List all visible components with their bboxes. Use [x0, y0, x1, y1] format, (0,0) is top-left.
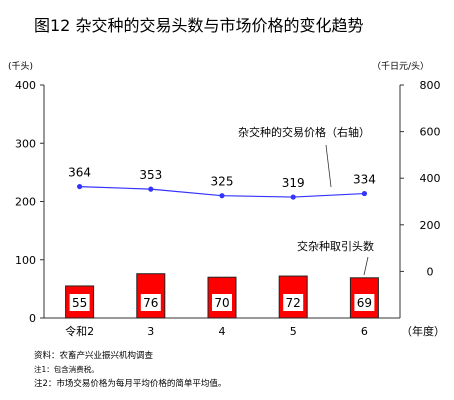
x-axis-unit: （年度） — [401, 324, 445, 338]
right-axis-tick-label: 0 — [427, 265, 434, 278]
x-axis-tick-label: 5 — [290, 325, 297, 338]
x-axis-tick-label: 令和2 — [65, 324, 94, 338]
line-point — [361, 190, 367, 197]
right-axis-tick-label: 200 — [420, 219, 441, 232]
left-axis-tick-label: 200 — [15, 196, 36, 209]
x-axis-tick-label: 3 — [147, 325, 154, 338]
note-source: 资料：农畜产兴业振兴机构调查 — [34, 350, 154, 361]
bar-value-box — [283, 294, 304, 311]
bar-value-box — [212, 294, 232, 311]
note-1: 注1：包含消费税。 — [34, 364, 99, 374]
series-labels: 杂交种的交易价格（右轴） 交杂种取引头数 — [238, 125, 374, 276]
line-value-label: 334 — [353, 173, 376, 187]
line-point — [148, 186, 154, 192]
bar-value-box — [354, 294, 375, 311]
left-axis-tick-label: 300 — [15, 137, 36, 150]
right-axis-tick-label: 600 — [420, 126, 441, 139]
right-axis-tick-label: 400 — [420, 172, 441, 185]
bar-series-label: 交杂种取引头数 — [297, 239, 374, 253]
line-point — [219, 193, 225, 199]
line-label-leader — [325, 144, 332, 188]
line-series: 364 353 325 319 334 — [68, 166, 376, 200]
bar-value-label: 55 — [72, 296, 87, 310]
bar-series: 55 76 70 72 69 — [65, 273, 379, 319]
chart-title: 图12 杂交种的交易头数与市场价格的变化趋势 — [34, 16, 363, 35]
x-axis-tick-label: 4 — [219, 325, 226, 338]
right-axis-tick-label: 800 — [420, 79, 441, 92]
line-value-label: 364 — [68, 166, 91, 180]
right-axis: 0 200 400 600 800 — [399, 79, 441, 318]
line-point — [77, 183, 83, 190]
note-2: 注2：市场交易价格为每月平均价格的简单平均值。 — [34, 378, 226, 389]
line-value-label: 319 — [282, 176, 305, 190]
left-axis-unit: (千头) — [8, 61, 33, 72]
left-axis-tick-label: 0 — [29, 312, 36, 325]
bar-value-label: 76 — [143, 296, 158, 310]
line-value-label: 325 — [211, 175, 234, 189]
bar-label-leader — [363, 256, 369, 276]
line-value-label: 353 — [139, 168, 162, 182]
left-axis: 0 100 200 300 400 — [15, 79, 45, 325]
x-axis-tick-label: 6 — [361, 325, 368, 338]
bar-value-box — [69, 294, 90, 311]
bar-value-box — [140, 294, 161, 311]
left-axis-tick-label: 100 — [15, 254, 36, 267]
x-axis-ticks: 令和2 3 4 5 6 — [65, 324, 368, 338]
bar-value-label: 72 — [286, 296, 301, 310]
left-axis-tick-label: 400 — [15, 79, 36, 92]
bar-value-label: 69 — [357, 296, 372, 310]
bar-value-label: 70 — [214, 296, 229, 310]
right-axis-unit: （千日元/头） — [372, 61, 429, 72]
line-point — [290, 194, 296, 200]
line-series-label: 杂交种的交易价格（右轴） — [238, 125, 370, 139]
